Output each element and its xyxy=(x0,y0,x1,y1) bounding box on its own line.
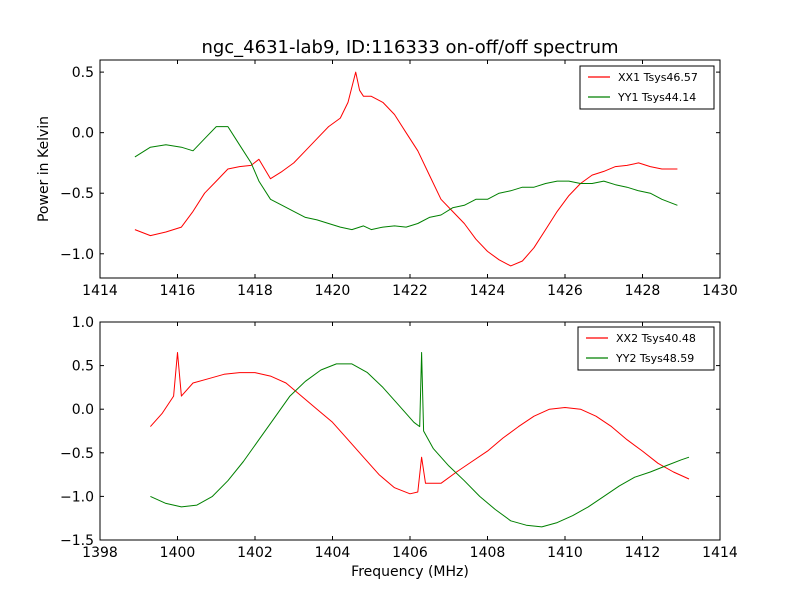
x-tick-label: 1412 xyxy=(625,545,661,561)
x-tick-label: 1414 xyxy=(702,545,738,561)
y-tick-label: 0.0 xyxy=(72,126,94,142)
x-tick-label: 1430 xyxy=(702,283,738,299)
chart-title: ngc_4631-lab9, ID:116333 on-off/off spec… xyxy=(201,37,618,58)
y-tick-label: −1.5 xyxy=(60,533,94,549)
legend-box xyxy=(579,65,715,110)
series-line-2 xyxy=(150,352,690,528)
y-tick-label: 1.0 xyxy=(72,315,94,331)
x-tick-label: 1402 xyxy=(237,545,273,561)
y-tick-label: −0.5 xyxy=(60,186,94,202)
legend-label: XX1 Tsys46.57 xyxy=(618,71,698,84)
x-tick-label: 1398 xyxy=(82,545,118,561)
x-tick-label: 1416 xyxy=(160,283,196,299)
x-tick-label: 1410 xyxy=(547,545,583,561)
x-tick-label: 1418 xyxy=(237,283,273,299)
x-tick-label: 1424 xyxy=(470,283,506,299)
y-tick-label: −1.0 xyxy=(60,489,94,505)
series-line-1 xyxy=(150,352,690,495)
x-tick-label: 1428 xyxy=(625,283,661,299)
y-axis-label: Power in Kelvin xyxy=(36,116,52,222)
x-tick-label: 1404 xyxy=(315,545,351,561)
legend: XX2 Tsys40.48 YY2 Tsys48.59 xyxy=(577,326,715,371)
x-tick-label: 1422 xyxy=(392,283,428,299)
x-tick-label: 1414 xyxy=(82,283,118,299)
legend-label: YY2 Tsys48.59 xyxy=(615,352,694,365)
y-tick-label: −1.0 xyxy=(60,247,94,263)
legend: XX1 Tsys46.57 YY1 Tsys44.14 xyxy=(579,65,715,110)
legend-box xyxy=(577,326,715,371)
y-tick-label: 0.0 xyxy=(72,402,94,418)
x-tick-label: 1426 xyxy=(547,283,583,299)
y-tick-label: 0.5 xyxy=(72,65,94,81)
y-tick-label: −0.5 xyxy=(60,446,94,462)
bottom-spectrum-plot: 1398 1400 1402 1404 1406 1408 1410 1412 1414 −1.5… xyxy=(60,315,738,580)
top-spectrum-plot: 1414 1416 1418 1420 1422 1424 1426 1428 1430 −1.0… xyxy=(36,37,738,299)
x-tick-label: 1406 xyxy=(392,545,428,561)
x-tick-label: 1400 xyxy=(160,545,196,561)
series-line-2 xyxy=(134,126,678,231)
x-tick-label: 1420 xyxy=(315,283,351,299)
x-axis-label: Frequency (MHz) xyxy=(351,564,469,580)
legend-label: XX2 Tsys40.48 xyxy=(616,332,696,345)
legend-label: YY1 Tsys44.14 xyxy=(617,91,696,104)
y-tick-label: 0.5 xyxy=(72,359,94,375)
x-tick-label: 1408 xyxy=(470,545,506,561)
